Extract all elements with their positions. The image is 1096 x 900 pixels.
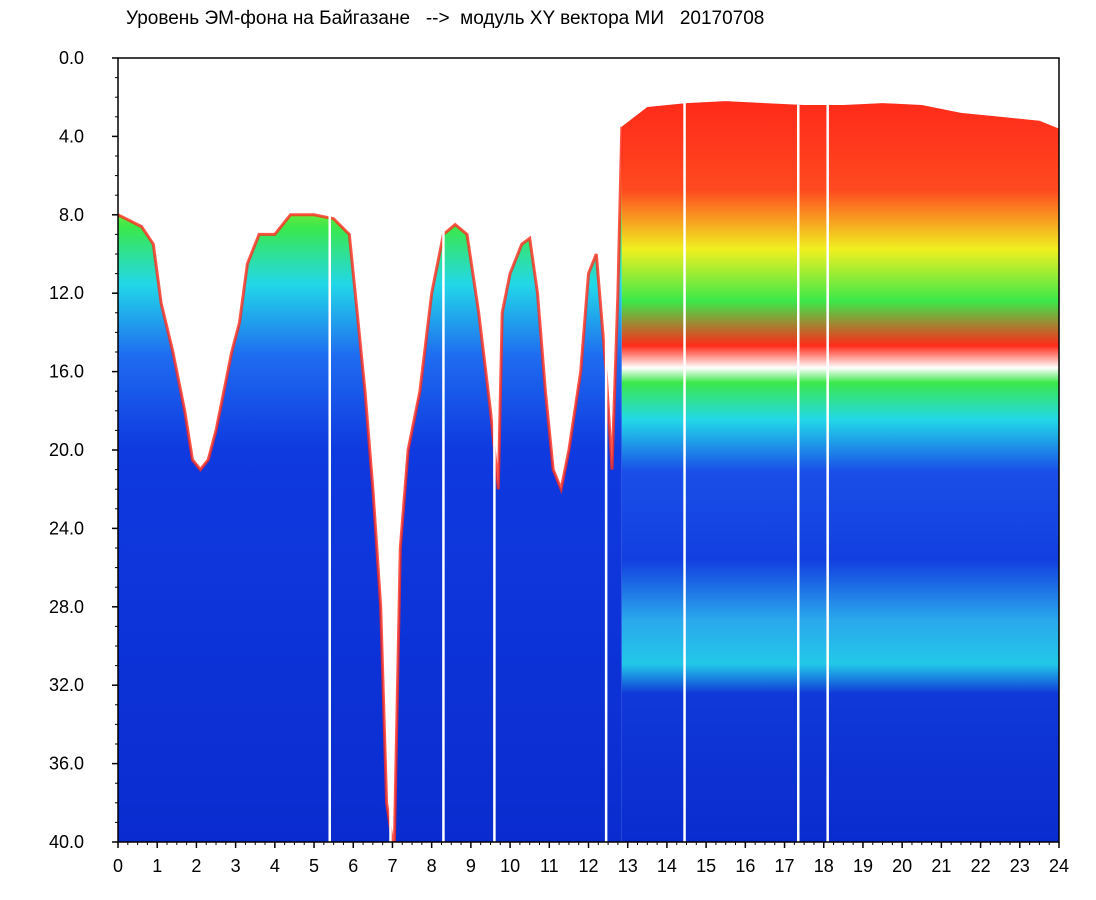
x-tick-label: 3 [231,856,241,876]
y-tick-label: 40.0 [49,832,84,852]
x-tick-label: 7 [387,856,397,876]
x-tick-label: 5 [309,856,319,876]
y-tick-label: 24.0 [49,518,84,538]
heatmap-region-early [118,126,622,842]
y-tick-label: 0.0 [59,48,84,68]
x-tick-label: 11 [540,856,559,876]
x-tick-label: 22 [971,856,991,876]
x-tick-label: 4 [270,856,280,876]
heatmap-fill [118,101,1059,842]
x-axis: 0 1 2 3 4 5 6 7 8 9 10 11 12 13 14 15 16 17 18 19 20 21 22 23 24 [113,842,1069,876]
x-tick-label: 21 [931,856,951,876]
y-tick-label: 28.0 [49,597,84,617]
boundary-fringe [118,126,624,842]
x-tick-label: 14 [657,856,677,876]
x-tick-label: 20 [892,856,912,876]
chart-title: Уровень ЭМ-фона на Байгазане --> модуль … [126,8,765,29]
x-tick-label: 0 [113,856,123,876]
x-tick-label: 10 [500,856,520,876]
x-tick-label: 9 [466,856,476,876]
x-tick-label: 6 [348,856,358,876]
x-tick-label: 16 [735,856,755,876]
y-tick-label: 32.0 [49,675,84,695]
y-tick-label: 4.0 [59,126,84,146]
x-tick-label: 13 [618,856,638,876]
y-tick-label: 20.0 [49,440,84,460]
x-tick-label: 19 [853,856,873,876]
x-tick-label: 17 [775,856,795,876]
x-tick-label: 18 [814,856,834,876]
y-axis: 0.0 4.0 8.0 12.0 16.0 20.0 24.0 28.0 32.0 36.0 40.… [49,48,118,852]
x-tick-label: 1 [152,856,162,876]
y-tick-label: 12.0 [49,283,84,303]
x-tick-label: 8 [427,856,437,876]
heatmap-region-late [621,101,1059,842]
x-tick-label: 2 [191,856,201,876]
x-tick-label: 15 [696,856,716,876]
x-tick-label: 12 [578,856,598,876]
y-tick-label: 16.0 [49,362,84,382]
x-tick-label: 23 [1010,856,1030,876]
data-gaps [328,58,829,842]
x-tick-label: 24 [1049,856,1069,876]
y-tick-label: 8.0 [59,205,84,225]
y-tick-label: 36.0 [49,754,84,774]
plot-area [118,58,1059,842]
